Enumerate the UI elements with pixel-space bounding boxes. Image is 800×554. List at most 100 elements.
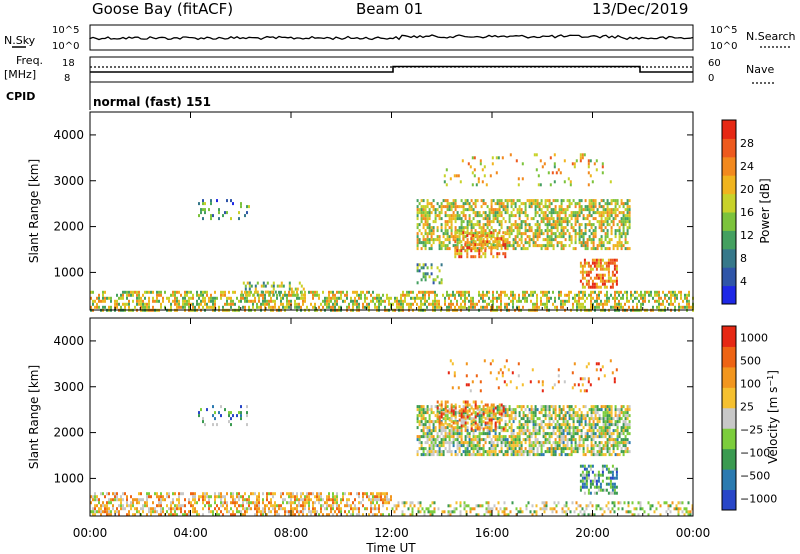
velocity-range-cell — [254, 501, 256, 505]
velocity-range-cell — [426, 432, 429, 436]
power-range-cell — [592, 238, 595, 242]
velocity-range-cell — [616, 420, 619, 424]
power-range-cell — [466, 244, 469, 248]
velocity-range-cell — [606, 408, 609, 412]
velocity-range-cell — [612, 417, 615, 421]
power-range-cell — [566, 223, 569, 227]
power-range-cell — [603, 261, 606, 265]
power-range-cell — [616, 202, 619, 206]
power-range-cell — [448, 238, 451, 242]
velocity-range-cell — [566, 432, 569, 436]
power-range-cell — [356, 290, 358, 294]
power-range-cell — [486, 305, 488, 309]
power-range-cell — [398, 302, 400, 306]
power-range-cell — [172, 290, 174, 294]
power-range-cell — [542, 220, 545, 224]
power-range-cell — [542, 244, 545, 248]
velocity-range-cell — [194, 495, 196, 499]
velocity-range-cell — [600, 435, 603, 439]
velocity-range-cell — [570, 435, 573, 439]
power-range-cell — [504, 246, 507, 250]
power-range-cell — [504, 293, 506, 297]
power-range-cell — [558, 208, 561, 212]
power-range-cell — [510, 214, 513, 218]
velocity-range-cell — [346, 513, 348, 517]
velocity-range-cell — [602, 429, 605, 433]
power-range-cell — [484, 229, 487, 233]
velocity-range-cell — [592, 447, 595, 451]
velocity-range-cell — [514, 438, 517, 442]
power-range-cell — [392, 302, 394, 306]
power-range-cell — [580, 199, 583, 203]
power-range-cell — [616, 296, 618, 300]
power-range-cell — [592, 229, 595, 233]
power-range-cell — [542, 238, 545, 242]
velocity-range-cell — [618, 453, 621, 457]
velocity-range-cell — [578, 441, 581, 445]
velocity-range-cell — [478, 447, 481, 451]
power-range-cell — [615, 282, 618, 286]
velocity-range-cell — [614, 438, 617, 442]
velocity-range-cell — [500, 414, 503, 418]
power-range-cell — [410, 302, 412, 306]
velocity-range-cell — [120, 501, 122, 505]
power-range-cell — [542, 217, 545, 221]
power-range-cell — [484, 305, 486, 309]
power-range-cell — [394, 296, 396, 300]
power-range-cell — [600, 211, 603, 215]
power-range-cell — [480, 249, 483, 253]
freq-label: Freq. — [16, 54, 43, 67]
velocity-range-cell — [553, 507, 556, 511]
velocity-range-cell — [90, 501, 92, 505]
power-range-cell — [90, 305, 92, 309]
velocity-range-cell — [560, 441, 563, 445]
velocity-range-cell — [182, 492, 184, 496]
power-range-cell — [422, 290, 424, 294]
power-range-cell — [462, 290, 464, 294]
power-range-cell — [502, 243, 505, 247]
power-range-cell — [478, 238, 481, 242]
power-range-cell — [166, 296, 168, 300]
velocity-range-cell — [268, 492, 270, 496]
velocity-range-cell — [558, 432, 561, 436]
velocity-range-cell — [539, 507, 542, 511]
velocity-range-cell — [462, 405, 465, 409]
velocity-range-cell — [466, 450, 469, 454]
velocity-range-cell — [618, 435, 621, 439]
power-range-cell — [386, 296, 388, 300]
velocity-range-cell — [616, 426, 619, 430]
power-range-cell — [494, 237, 497, 241]
power-range-cell — [544, 217, 547, 221]
velocity-range-cell — [518, 450, 521, 454]
power-range-cell — [496, 290, 498, 294]
velocity-range-cell — [558, 447, 561, 451]
power-range-cell — [583, 276, 586, 280]
power-range-cell — [662, 299, 664, 303]
velocity-range-cell — [136, 498, 138, 502]
velocity-range-cell — [497, 510, 500, 514]
power-range-cell — [601, 273, 604, 277]
power-range-cell — [484, 249, 487, 253]
power-range-cell — [616, 247, 619, 251]
velocity-range-cell — [478, 414, 481, 418]
velocity-range-cell — [232, 513, 234, 517]
freq-unit: [MHz] — [4, 68, 36, 81]
power-range-cell — [466, 199, 469, 203]
velocity-range-cell — [617, 507, 620, 511]
velocity-range-cell — [579, 504, 582, 508]
power-range-cell — [610, 220, 613, 224]
cpid-row: CPID normal (fast) 151 — [6, 82, 211, 110]
power-range-cell — [532, 305, 534, 309]
power-range-cell — [476, 247, 479, 251]
velocity-range-cell — [586, 444, 589, 448]
power-range-cell — [473, 156, 476, 160]
power-range-cell — [230, 305, 232, 309]
velocity-range-cell — [610, 411, 613, 415]
power-range-cell — [607, 261, 610, 265]
power-range-cell — [184, 302, 186, 306]
power-range-cell — [198, 202, 200, 206]
velocity-range-cell — [422, 411, 425, 415]
power-range-cell — [522, 202, 525, 206]
power-range-cell — [176, 302, 178, 306]
power-range-cell — [152, 305, 154, 309]
